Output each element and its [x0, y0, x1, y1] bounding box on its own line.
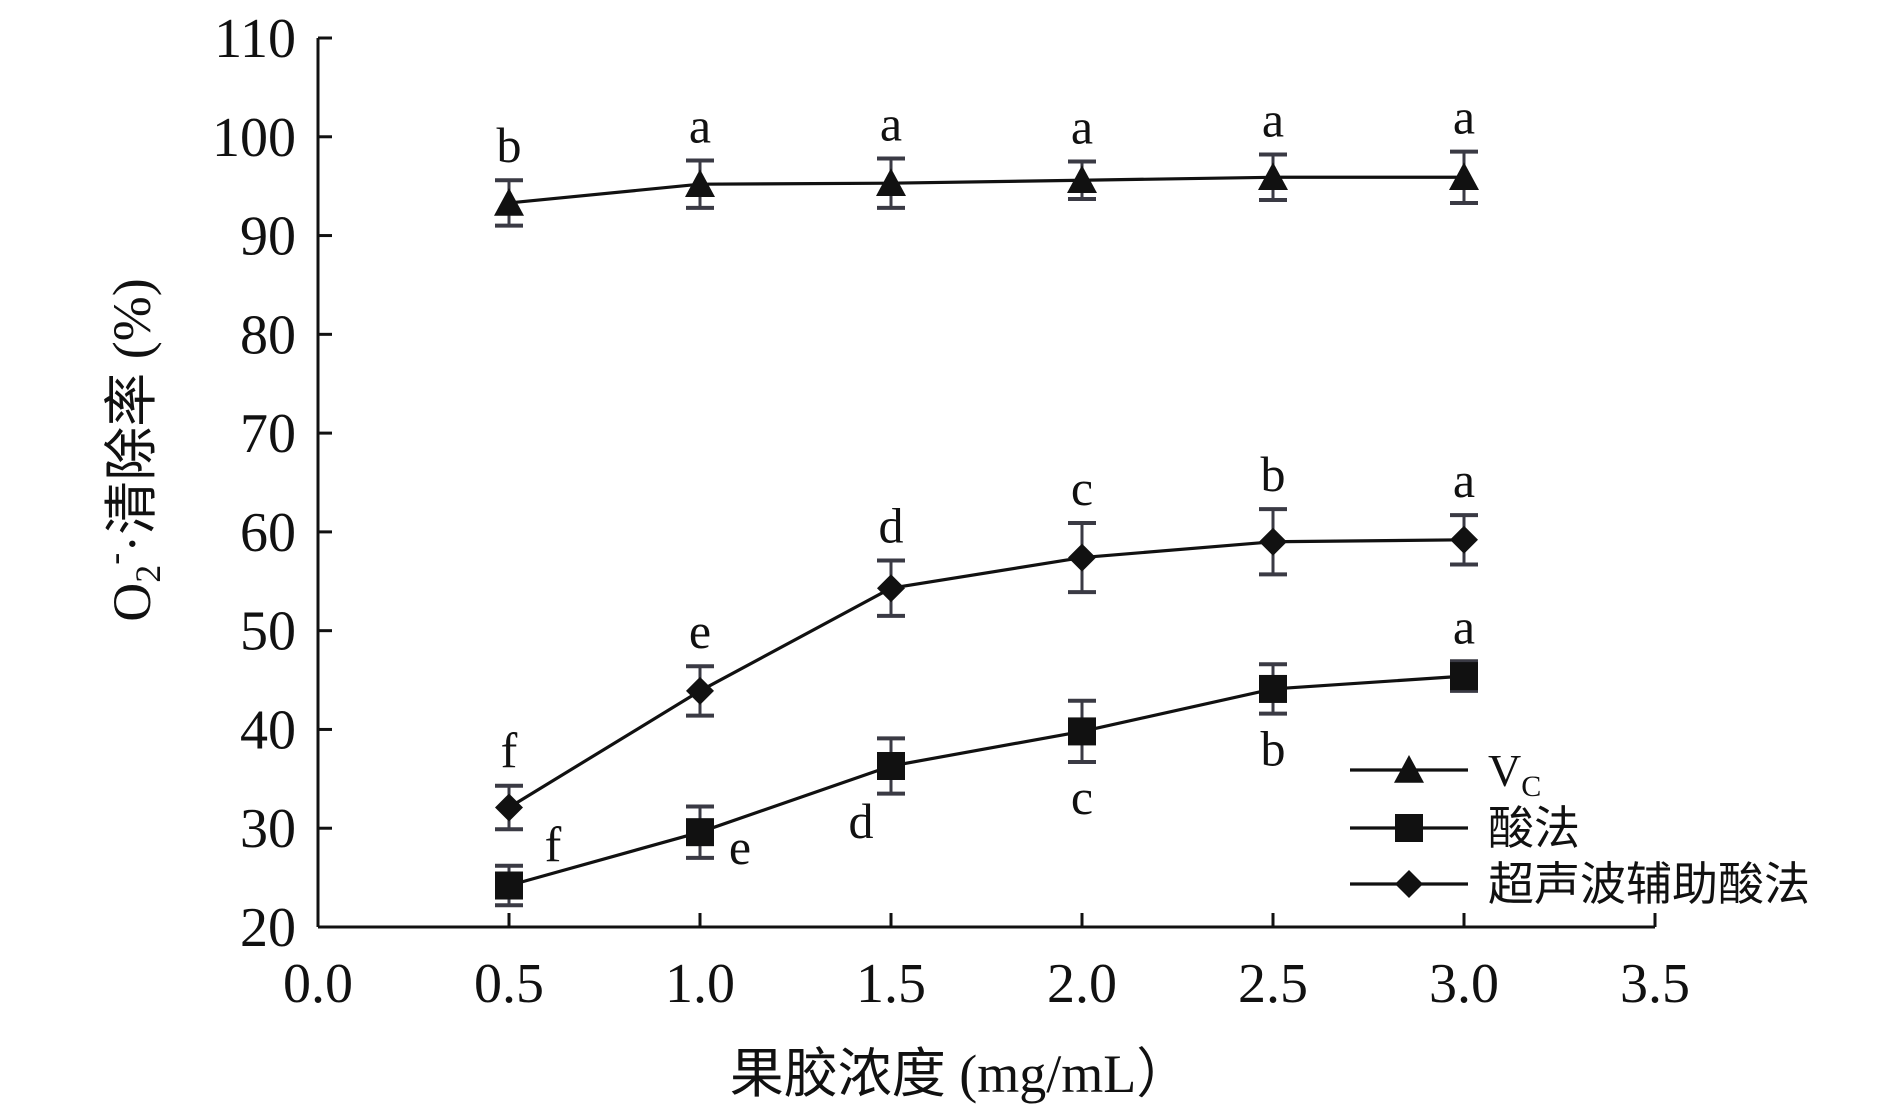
x-axis-title: 果胶浓度 (mg/mL） — [730, 1044, 1190, 1104]
data-point — [1068, 543, 1096, 572]
x-tick-label: 3.5 — [1620, 953, 1690, 1015]
data-point — [686, 818, 714, 847]
y-tick-label: 60 — [240, 502, 296, 564]
significance-label: a — [880, 96, 902, 152]
significance-label: a — [1071, 98, 1093, 154]
significance-label: a — [1453, 452, 1475, 508]
significance-label: a — [689, 97, 711, 153]
x-tick-label: 2.5 — [1238, 953, 1308, 1015]
x-tick-label: 2.0 — [1047, 953, 1117, 1015]
legend-label-text: V — [1488, 745, 1521, 796]
y-axis-title-superscript: - — [94, 553, 134, 565]
data-point — [495, 871, 523, 900]
y-tick-label: 30 — [240, 798, 296, 860]
data-point — [1450, 662, 1478, 691]
significance-label: d — [879, 498, 904, 554]
data-point — [686, 676, 714, 705]
series-1 — [495, 662, 1478, 900]
legend-label-subscript: C — [1521, 770, 1541, 803]
y-tick-label: 40 — [240, 699, 296, 761]
legend-label-text: 酸法 — [1488, 803, 1580, 854]
legend-item: 酸法 — [1350, 803, 1580, 854]
data-point — [1450, 525, 1478, 554]
data-point — [1258, 162, 1288, 191]
x-tick-label: 1.0 — [665, 953, 735, 1015]
significance-label: a — [1453, 598, 1475, 654]
y-tick-label: 20 — [240, 897, 296, 959]
data-point — [1259, 527, 1287, 556]
significance-label: c — [1071, 460, 1093, 516]
y-tick-label: 110 — [214, 8, 296, 70]
y-axis-title-subscript: 2 — [128, 565, 168, 583]
data-point — [685, 169, 715, 197]
y-tick-label: 80 — [240, 304, 296, 366]
x-tick-label: 0.5 — [474, 953, 544, 1015]
data-point — [877, 751, 905, 780]
significance-label: f — [501, 723, 518, 779]
data-point — [1449, 162, 1479, 191]
y-tick-label: 70 — [240, 403, 296, 465]
legend-marker — [1394, 755, 1424, 783]
significance-label: a — [1453, 89, 1475, 145]
legend-label-text: 超声波辅助酸法 — [1488, 859, 1810, 910]
series-0 — [494, 162, 1479, 216]
y-axis-title-rest: ·清除率 (%) — [102, 278, 162, 552]
y-axis-title-main: O — [102, 583, 162, 622]
error-bars — [495, 149, 1478, 908]
series-2 — [495, 525, 1478, 822]
x-tick-label: 3.0 — [1429, 953, 1499, 1015]
x-tick-label: 1.5 — [856, 953, 926, 1015]
series-line — [508, 674, 1465, 888]
significance-label: f — [545, 817, 562, 873]
data-point — [877, 574, 905, 603]
data-point — [876, 168, 906, 196]
legend-label: VC — [1488, 745, 1541, 803]
significance-label: a — [1262, 92, 1284, 148]
significance-label: e — [689, 603, 711, 659]
legend-marker — [1395, 870, 1423, 898]
legend-label: 酸法 — [1488, 803, 1580, 854]
data-point — [1067, 165, 1097, 193]
legend-label: 超声波辅助酸法 — [1488, 859, 1810, 910]
data-point — [1259, 674, 1287, 703]
legend-marker — [1395, 814, 1423, 842]
significance-label: b — [1261, 721, 1286, 777]
significance-label: d — [849, 793, 874, 849]
axes: 0.0 0.5 1.0 1.5 2.0 2.5 3.0 3.5 20 30 40 50 60 70 80 90… — [212, 8, 1690, 1015]
significance-label: c — [1071, 769, 1093, 825]
y-tick-label: 90 — [240, 206, 296, 268]
x-tick-label: 0.0 — [283, 953, 353, 1015]
legend-item: 超声波辅助酸法 — [1350, 859, 1810, 910]
data-point — [495, 793, 523, 822]
y-tick-label: 100 — [212, 107, 296, 169]
significance-label: e — [729, 819, 751, 875]
significance-label: b — [1261, 446, 1286, 502]
data-point — [494, 187, 524, 216]
significance-labels: b a a a a a f e d c b a f e d c b a — [497, 89, 1476, 876]
series-lines — [494, 162, 1479, 900]
data-point — [1068, 717, 1096, 746]
series-line — [508, 175, 1464, 205]
series-line — [508, 538, 1465, 809]
significance-label: b — [497, 117, 522, 173]
legend-item: VC — [1350, 745, 1541, 803]
y-tick-label: 50 — [240, 601, 296, 663]
y-axis-title: O2-·清除率 (%) — [94, 278, 168, 621]
